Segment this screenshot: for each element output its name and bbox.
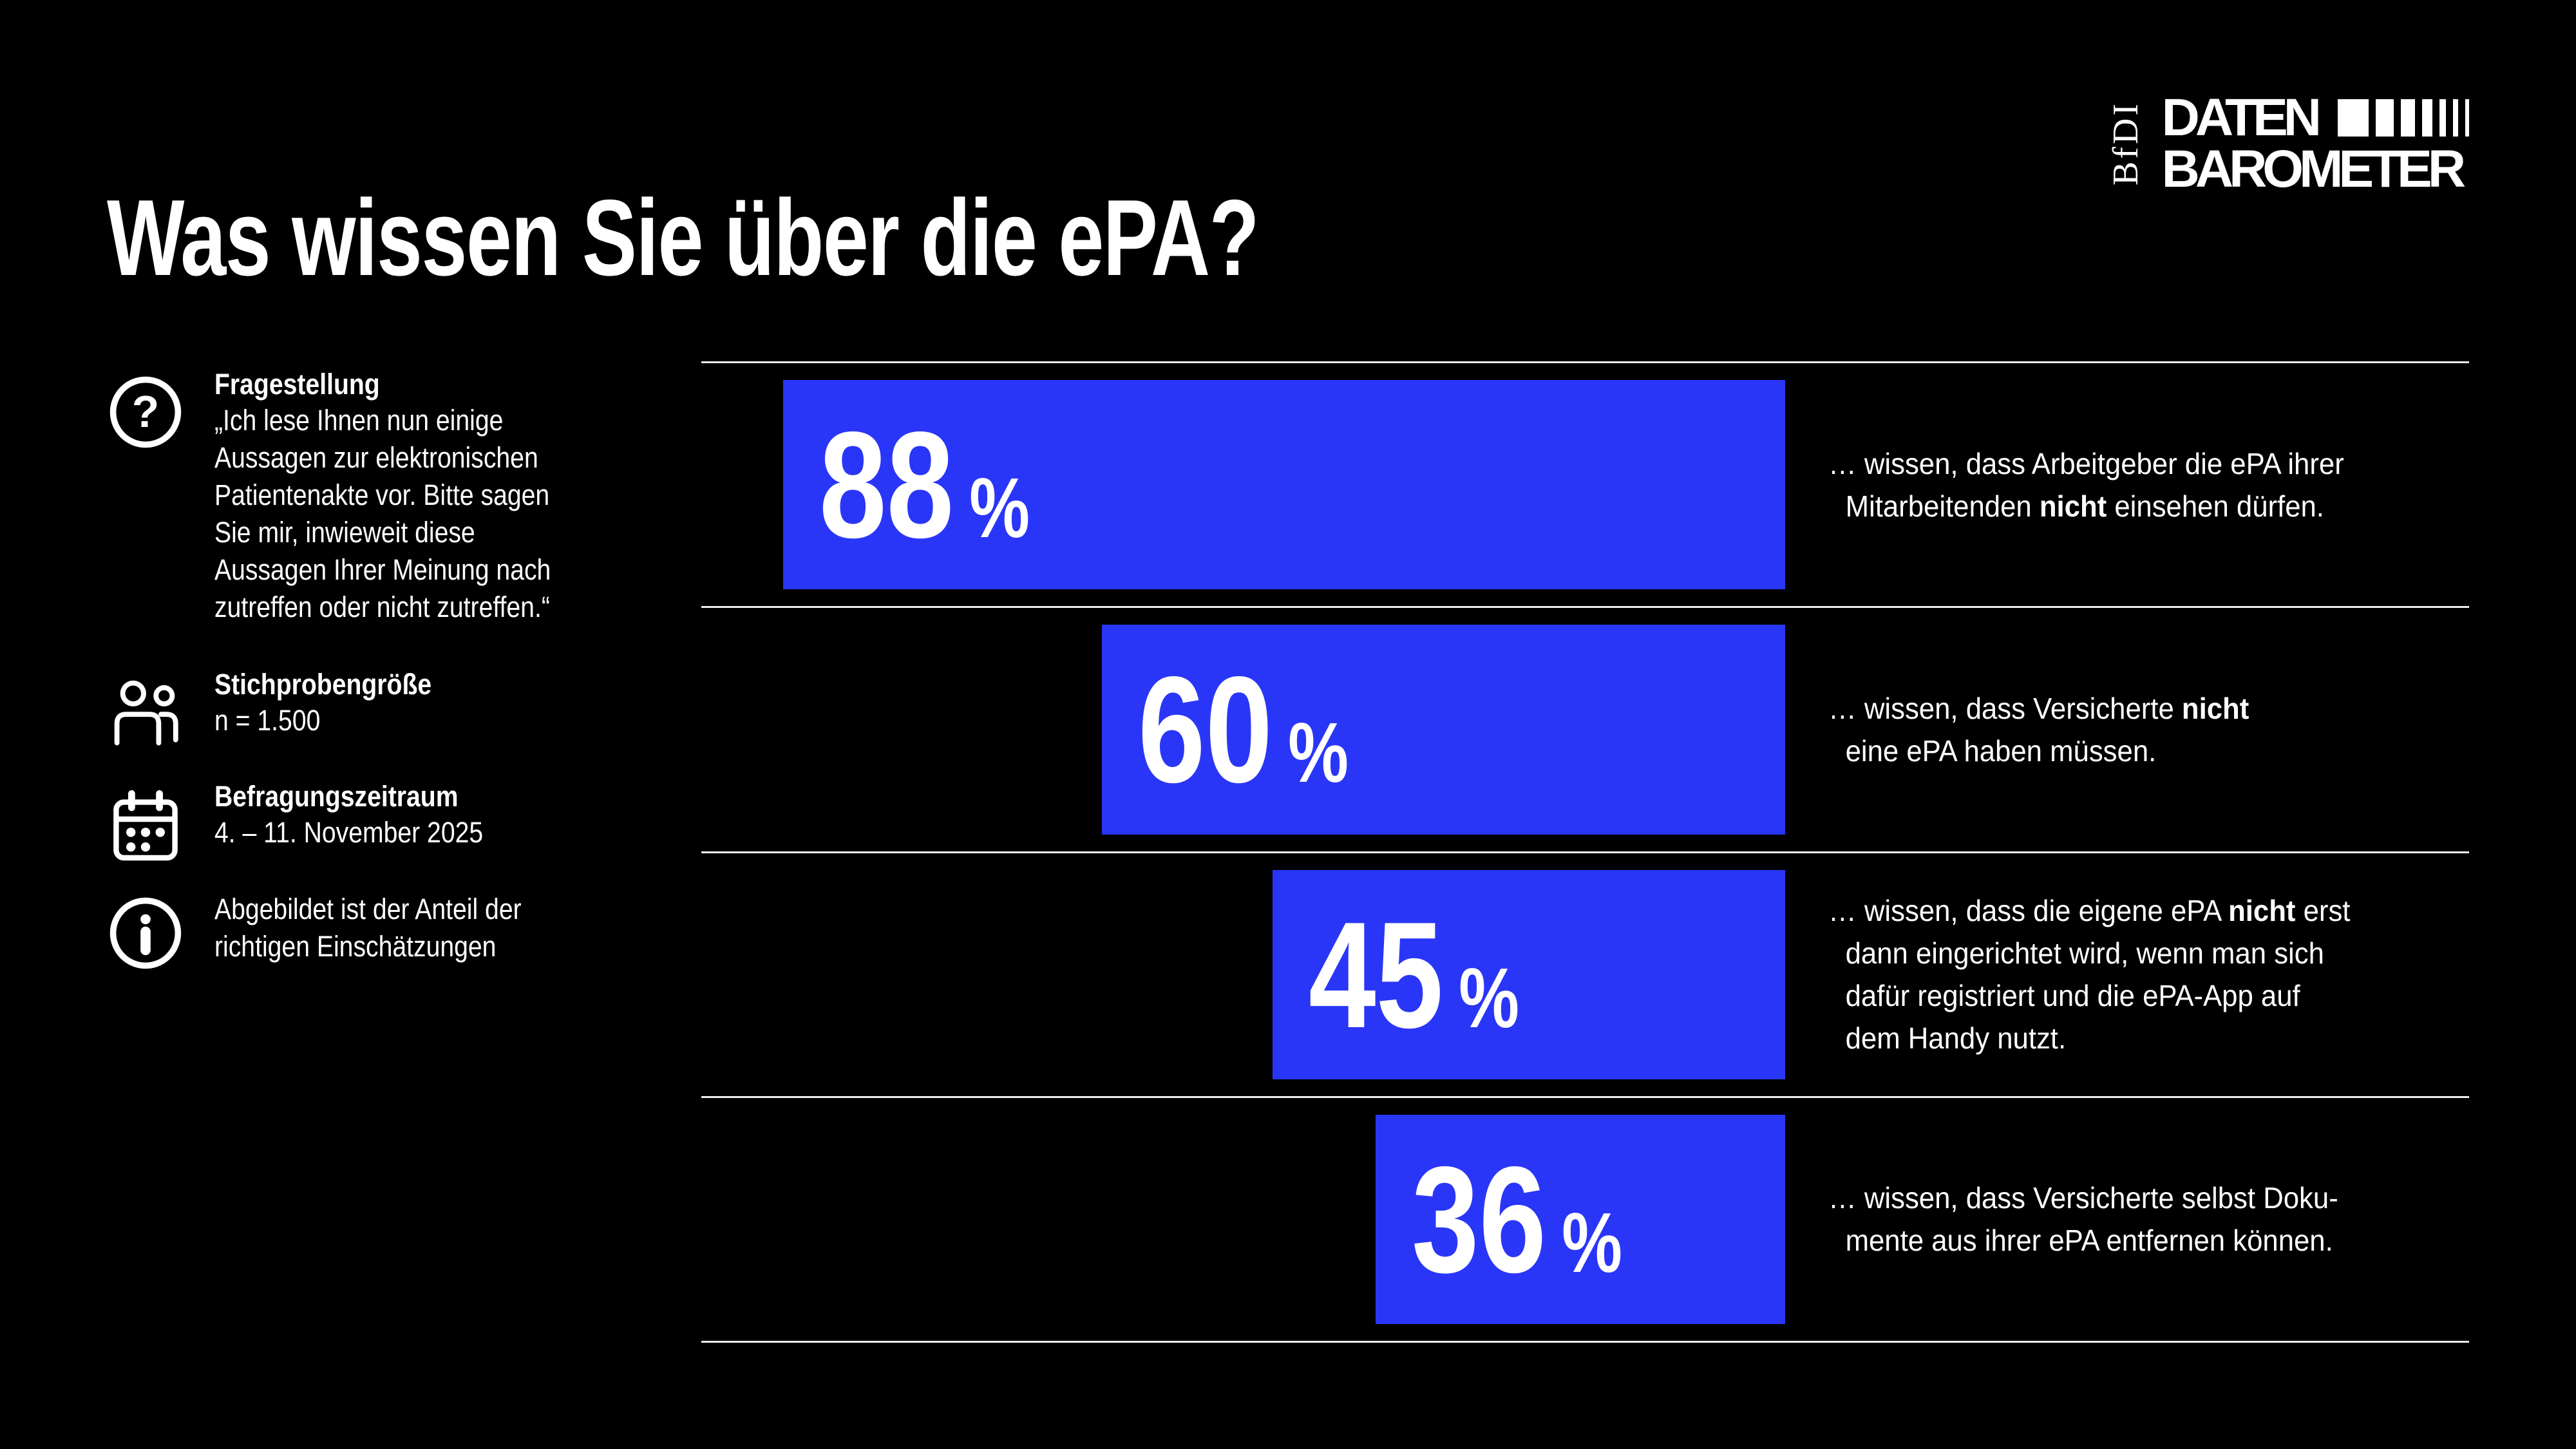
chart-row: 88% … wissen, dass Arbeitgeber die ePA ih… [701,361,2469,606]
label-line: … wissen, dass Versicherte selbst Doku- [1828,1181,2338,1215]
svg-text:?: ? [132,386,160,437]
survey-period-heading: Befragungszeitraum [214,780,459,813]
label-line: dem Handy nutzt. [1845,1021,2067,1056]
logo-bar [2439,99,2446,137]
bar-value-group: 36% [1412,1144,1622,1295]
question-heading: Fragestellung [214,368,380,401]
logo-bar [2401,99,2415,137]
logo-bar [2465,99,2469,137]
percent-sign: % [1459,950,1520,1045]
percent-sign: % [969,460,1030,556]
bar-chart: 88% … wissen, dass Arbeitgeber die ePA ih… [701,361,2469,1343]
bar-label: … wissen, dass Versicherte nicht eine ePA… [1828,687,2249,772]
sample-size-value: n = 1.500 [214,704,321,737]
bar-value-group: 60% [1138,654,1349,805]
bar-value-group: 45% [1309,899,1519,1050]
survey-period-block: Befragungszeitraum 4. – 11. November 202… [107,779,523,866]
chart-row: 36% … wissen, dass Versicherte selbst Dok… [701,1095,2469,1341]
percent-sign: % [1288,705,1349,800]
logo-bar [2453,99,2458,137]
bar: 36% [1375,1114,1785,1324]
percent-sign: % [1561,1195,1622,1290]
bar-value-group: 88% [819,409,1030,560]
chart-row: 60% … wissen, dass Versicherte nicht eine … [701,606,2469,851]
note-text: Abgebildet ist der Anteil der richtigen … [214,893,522,963]
bar: 88% [783,380,1785,590]
logo-bar [2422,99,2432,137]
chart-row: 45% … wissen, dass die eigene ePA nicht e… [701,851,2469,1096]
label-line: … wissen, dass Versicherte nicht [1828,691,2249,725]
sample-size-heading: Stichprobengröße [214,668,432,701]
label-line: dafür registriert und die ePA-App auf [1845,979,2300,1013]
bar-value: 45 [1309,889,1444,1059]
bar-value: 60 [1138,645,1273,815]
label-line: mente aus ihrer ePA entfernen können. [1845,1224,2333,1258]
barometer-bars-icon [2338,99,2469,137]
bar: 60% [1102,625,1785,835]
logo-bar [2338,99,2369,137]
bar-value: 36 [1411,1134,1546,1304]
bar: 45% [1273,869,1785,1079]
label-line: … wissen, dass Arbeitgeber die ePA ihrer [1828,446,2344,480]
question-block: ? Fragestellung „Ich lese Ihnen nun eini… [107,367,601,626]
page-title: Was wissen Sie über die ePA? [107,176,1260,298]
bar-label: … wissen, dass die eigene ePA nicht erst… [1828,889,2350,1059]
bfdi-datenbarometer-logo: BfDI DATEN BAROMETER [2105,88,2469,198]
logo-word-barometer: BAROMETER [2161,140,2466,198]
bfdi-vertical-text: BfDI [2105,101,2146,186]
logo-bar [2376,99,2394,137]
label-line: dann eingerichtet wird, wenn man sich [1845,936,2324,971]
info-circle-icon [107,895,184,972]
survey-period-value: 4. – 11. November 2025 [214,816,484,849]
bar-label: … wissen, dass Arbeitgeber die ePA ihrer… [1828,442,2344,527]
logo-word-daten: DATEN [2161,88,2322,147]
label-line: eine ePA haben müssen. [1845,734,2157,768]
bar-label: … wissen, dass Versicherte selbst Doku-m… [1828,1177,2338,1262]
question-text: „Ich lese Ihnen nun einige Aussagen zur … [214,404,551,623]
calendar-icon [107,788,184,866]
label-line: Mitarbeitenden nicht einsehen dürfen. [1845,489,2324,523]
question-circle-icon: ? [107,374,184,451]
sample-size-block: Stichprobengröße n = 1.500 [107,667,464,752]
bar-value: 88 [819,400,954,570]
label-line: … wissen, dass die eigene ePA nicht erst [1828,894,2351,928]
people-icon [107,675,184,752]
note-block: Abgebildet ist der Anteil der richtigen … [107,891,567,972]
